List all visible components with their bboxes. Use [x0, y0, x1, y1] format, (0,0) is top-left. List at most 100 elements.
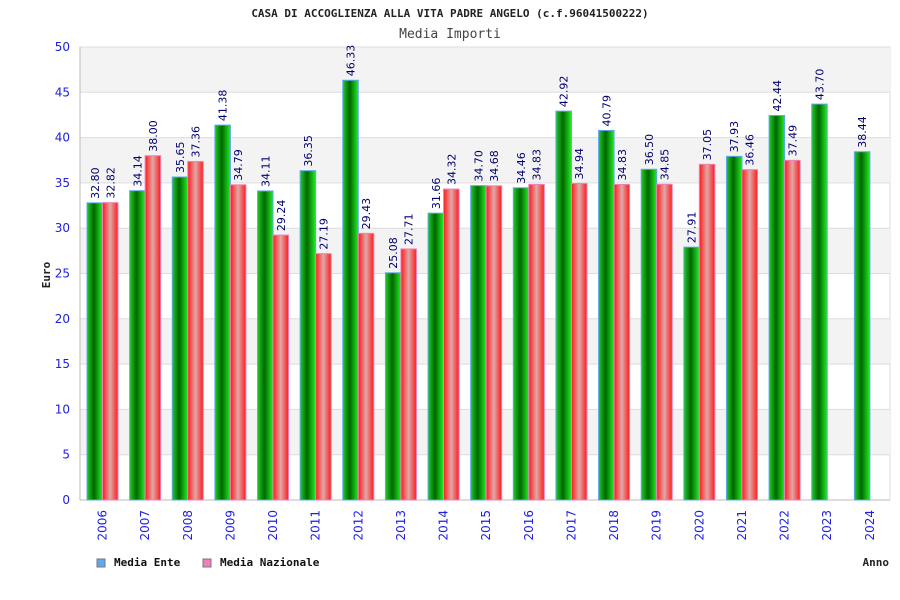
bar-media-ente [683, 246, 700, 501]
data-label: 29.24 [275, 200, 288, 232]
data-label: 32.82 [104, 167, 117, 199]
legend-swatch-media-nazionale [202, 558, 212, 568]
chart-subtitle: Media Importi [399, 27, 501, 42]
bar-media-ente [853, 151, 871, 501]
data-label: 37.05 [701, 129, 714, 161]
data-label: 37.93 [728, 121, 741, 153]
x-tick-label: 2012 [351, 510, 365, 541]
bar-media-nazionale [613, 183, 631, 501]
data-label: 34.32 [445, 154, 458, 186]
bar-media-ente [384, 272, 402, 501]
bar-media-ente [725, 155, 743, 501]
data-label: 41.38 [217, 90, 230, 122]
data-label: 37.49 [786, 125, 799, 157]
data-label: 34.70 [472, 150, 485, 182]
bar-media-nazionale [698, 163, 716, 501]
data-label: 36.50 [643, 134, 656, 166]
data-label: 40.79 [600, 95, 613, 127]
data-label: 27.91 [686, 212, 699, 244]
data-label: 34.14 [131, 155, 144, 187]
data-label: 27.19 [317, 218, 330, 250]
data-label: 42.44 [771, 80, 784, 112]
y-tick-label: 15 [55, 357, 70, 371]
x-tick-label: 2015 [479, 510, 493, 541]
bar-media-nazionale [570, 182, 588, 501]
legend-swatch-media-ente [96, 558, 106, 568]
x-tick-label: 2010 [266, 510, 280, 541]
bar-media-ente [257, 190, 274, 501]
x-tick-label: 2007 [138, 510, 152, 541]
bar-media-nazionale [443, 188, 460, 501]
data-label: 42.92 [558, 76, 571, 108]
bar-media-nazionale [187, 161, 204, 501]
x-tick-label: 2008 [181, 510, 195, 541]
bar-media-ente [768, 114, 786, 501]
y-tick-label: 0 [62, 493, 70, 507]
data-label: 46.33 [345, 45, 358, 77]
bar-media-ente [299, 170, 317, 501]
x-tick-label: 2018 [607, 510, 621, 541]
x-tick-label: 2021 [735, 510, 749, 541]
x-tick-label: 2009 [223, 510, 237, 541]
legend-label-media-ente: Media Ente [114, 556, 181, 569]
bar-media-ente [470, 185, 487, 501]
bar-media-ente [171, 176, 189, 501]
x-tick-label: 2019 [650, 510, 664, 541]
data-label: 36.35 [302, 135, 315, 167]
x-tick-label: 2016 [522, 510, 536, 541]
data-label: 34.85 [658, 149, 671, 181]
y-tick-label: 50 [55, 40, 70, 54]
bar-media-ente [555, 110, 572, 501]
bar-media-nazionale [741, 169, 758, 501]
data-label: 35.65 [174, 142, 187, 174]
bar-media-ente [342, 79, 359, 501]
y-tick-label: 40 [55, 131, 70, 145]
legend: Media Ente Media Nazionale [96, 556, 320, 569]
x-tick-label: 2022 [778, 510, 792, 541]
y-tick-label: 5 [62, 448, 70, 462]
x-tick-label: 2013 [394, 510, 408, 541]
bar-media-ente [214, 124, 231, 501]
bar-media-nazionale [229, 184, 247, 501]
data-label: 43.70 [813, 69, 826, 101]
bar-media-nazionale [656, 183, 673, 501]
bar-media-nazionale [485, 185, 503, 501]
bar-media-nazionale [357, 232, 375, 501]
y-tick-label: 45 [55, 85, 70, 99]
bar-media-nazionale [400, 248, 417, 501]
bar-media-nazionale [102, 202, 119, 501]
x-axis-label: Anno [863, 556, 890, 569]
data-label: 34.79 [232, 149, 245, 181]
data-label: 32.80 [89, 167, 102, 199]
x-tick-label: 2017 [564, 510, 578, 541]
data-label: 27.71 [403, 213, 416, 245]
data-label: 34.83 [531, 149, 544, 181]
bar-media-nazionale [144, 155, 162, 501]
y-axis-label: Euro [40, 261, 53, 288]
bar-media-ente [86, 202, 103, 501]
bar-media-nazionale [272, 234, 290, 501]
data-label: 34.68 [488, 150, 501, 182]
bar-media-ente [598, 129, 615, 501]
data-label: 38.00 [147, 120, 160, 152]
x-tick-label: 2011 [309, 510, 323, 541]
bar-media-nazionale [528, 183, 545, 501]
bar-media-ente [640, 168, 658, 501]
y-tick-label: 20 [55, 312, 70, 326]
x-tick-label: 2006 [96, 510, 110, 541]
data-label: 38.44 [856, 116, 869, 148]
x-tick-label: 2014 [437, 510, 451, 541]
data-label: 34.11 [259, 155, 272, 187]
x-tick-label: 2023 [820, 510, 834, 541]
bar-media-ente [512, 187, 530, 501]
data-label: 31.66 [430, 178, 443, 210]
data-label: 25.08 [387, 237, 400, 269]
chart-title: CASA DI ACCOGLIENZA ALLA VITA PADRE ANGE… [251, 7, 648, 20]
bar-media-nazionale [315, 253, 332, 501]
bar-media-nazionale [784, 159, 801, 501]
data-label: 34.94 [573, 148, 586, 180]
data-label: 34.46 [515, 152, 528, 184]
y-tick-label: 30 [55, 221, 70, 235]
data-label: 37.36 [190, 126, 203, 158]
x-tick-label: 2024 [863, 510, 877, 541]
